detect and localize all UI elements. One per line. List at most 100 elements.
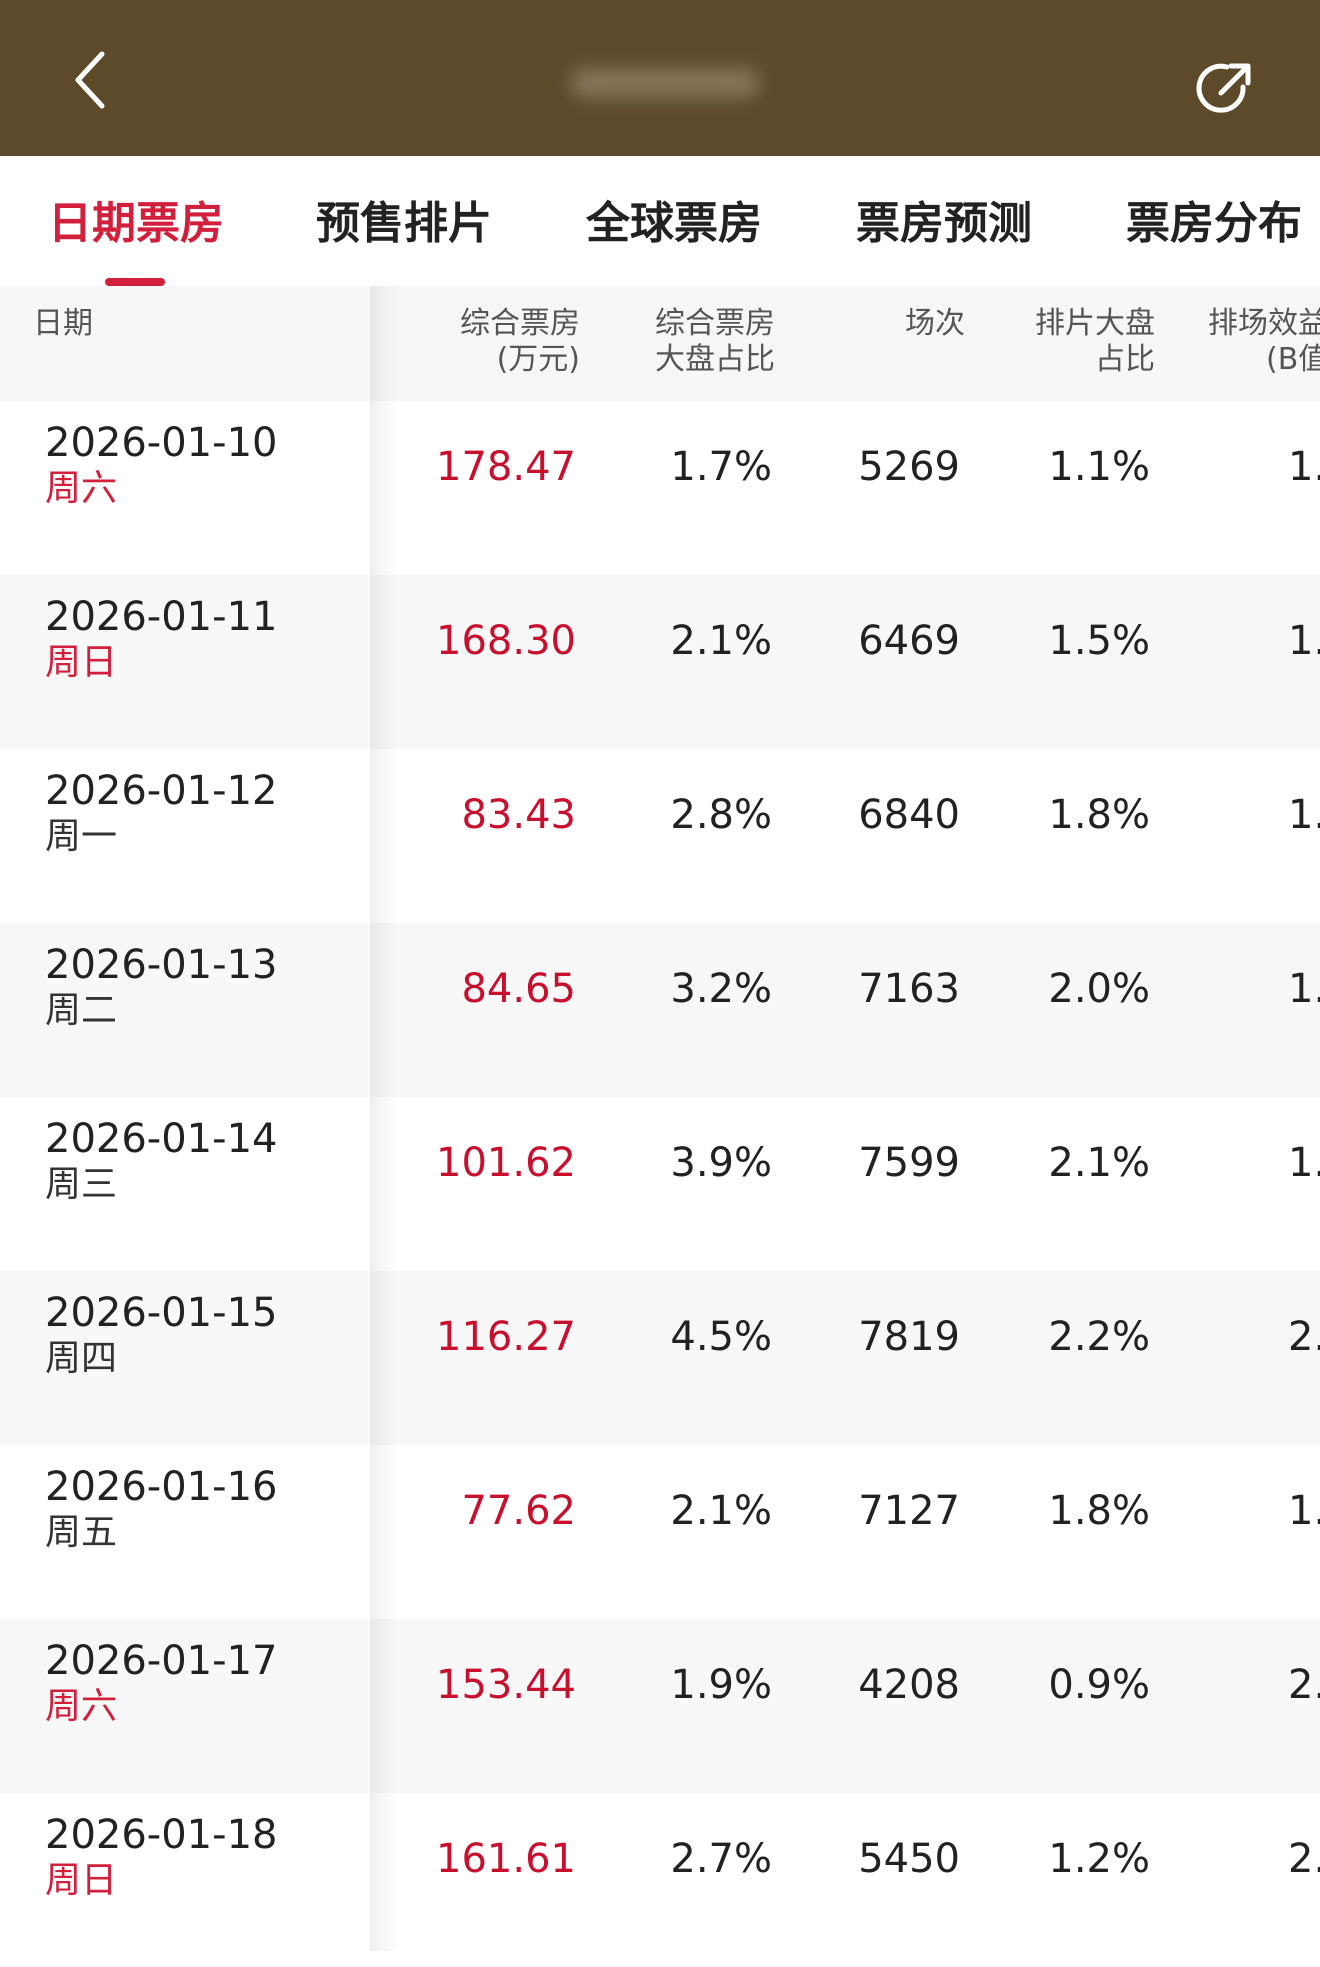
row-date: 2026-01-14 (45, 1116, 278, 1162)
table-header: 日期 综合票房 (万元) 综合票房 大盘占比 场次 排片大盘 占比 排场效益 (… (0, 286, 1320, 401)
row-share: 3.9% (670, 1140, 772, 1186)
row-screening-share: 2.2% (1048, 1314, 1150, 1360)
row-date: 2026-01-10 (45, 420, 278, 466)
row-box-office: 168.30 (436, 618, 576, 664)
tab-presale-schedule[interactable]: 预售排片 (316, 198, 492, 249)
row-efficiency: 1.1 (1288, 1488, 1320, 1534)
header-efficiency-line1: 排场效益 (1208, 306, 1320, 341)
row-screening-share: 1.5% (1048, 618, 1150, 664)
row-box-office: 84.65 (461, 966, 576, 1012)
row-weekday: 周二 (45, 990, 118, 1031)
row-date: 2026-01-18 (45, 1812, 278, 1858)
row-screenings: 7599 (858, 1140, 960, 1186)
row-date: 2026-01-13 (45, 942, 278, 988)
row-screenings: 7819 (858, 1314, 960, 1360)
row-box-office: 161.61 (436, 1836, 576, 1882)
row-weekday: 周六 (45, 1686, 118, 1727)
row-box-office: 116.27 (436, 1314, 576, 1360)
tab-box-office-forecast[interactable]: 票房预测 (856, 198, 1032, 249)
row-share: 1.9% (670, 1662, 772, 1708)
header-share[interactable]: 综合票房 大盘占比 (630, 306, 775, 378)
header-box-office[interactable]: 综合票房 (万元) (440, 306, 580, 378)
row-share: 2.1% (670, 618, 772, 664)
row-date: 2026-01-17 (45, 1638, 278, 1684)
header-efficiency-line2: (B值 (1266, 342, 1320, 377)
share-button[interactable] (1190, 54, 1260, 124)
table-row[interactable]: 2026-01-15 周四 116.27 4.5% 7819 2.2% 2.0 (0, 1271, 1320, 1445)
row-weekday: 周日 (45, 1860, 118, 1901)
row-screening-share: 1.2% (1048, 1836, 1150, 1882)
row-screenings: 7127 (858, 1488, 960, 1534)
row-screening-share: 1.8% (1048, 1488, 1150, 1534)
row-efficiency: 1.8 (1288, 1140, 1320, 1186)
header-screening-share[interactable]: 排片大盘 占比 (1005, 306, 1155, 378)
row-share: 1.7% (670, 444, 772, 490)
row-weekday: 周四 (45, 1338, 118, 1379)
row-efficiency: 1.4 (1288, 618, 1320, 664)
table-row[interactable]: 2026-01-10 周六 178.47 1.7% 5269 1.1% 1.5 (0, 401, 1320, 575)
row-efficiency: 2.0 (1288, 1662, 1320, 1708)
row-date: 2026-01-15 (45, 1290, 278, 1336)
row-screenings: 6840 (858, 792, 960, 838)
row-weekday: 周日 (45, 642, 118, 683)
row-screenings: 4208 (858, 1662, 960, 1708)
row-date: 2026-01-12 (45, 768, 278, 814)
row-box-office: 77.62 (461, 1488, 576, 1534)
table-row[interactable]: 2026-01-17 周六 153.44 1.9% 4208 0.9% 2.0 (0, 1619, 1320, 1793)
row-date: 2026-01-11 (45, 594, 278, 640)
row-screenings: 7163 (858, 966, 960, 1012)
row-screenings: 5269 (858, 444, 960, 490)
header-share-line1: 综合票房 (655, 306, 775, 341)
row-share: 3.2% (670, 966, 772, 1012)
row-share: 2.8% (670, 792, 772, 838)
row-box-office: 153.44 (436, 1662, 576, 1708)
row-efficiency: 1.5 (1288, 792, 1320, 838)
page-title-redacted (570, 68, 760, 98)
row-weekday: 周三 (45, 1164, 118, 1205)
tab-global-box-office[interactable]: 全球票房 (586, 198, 762, 249)
row-efficiency: 1.6 (1288, 966, 1320, 1012)
header-date[interactable]: 日期 (33, 306, 93, 341)
row-box-office: 83.43 (461, 792, 576, 838)
header-share-line2: 大盘占比 (655, 342, 775, 377)
row-box-office: 101.62 (436, 1140, 576, 1186)
row-screening-share: 2.1% (1048, 1140, 1150, 1186)
tab-bar: 日期票房 预售排片 全球票房 票房预测 票房分布 (0, 156, 1320, 286)
share-icon (1196, 63, 1251, 113)
row-share: 2.1% (670, 1488, 772, 1534)
row-efficiency: 2.0 (1288, 1314, 1320, 1360)
chevron-left-icon (75, 51, 105, 109)
header-box-office-line2: (万元) (496, 342, 580, 377)
tab-box-office-distribution[interactable]: 票房分布 (1126, 198, 1302, 249)
active-tab-indicator (105, 278, 165, 286)
row-weekday: 周五 (45, 1512, 118, 1553)
row-date: 2026-01-16 (45, 1464, 278, 1510)
header-screening-share-line1: 排片大盘 (1035, 306, 1155, 341)
table-row[interactable]: 2026-01-12 周一 83.43 2.8% 6840 1.8% 1.5 (0, 749, 1320, 923)
header-screening-share-line2: 占比 (1095, 342, 1155, 377)
header-box-office-line1: 综合票房 (460, 306, 580, 341)
back-button[interactable] (58, 48, 122, 112)
table-row[interactable]: 2026-01-11 周日 168.30 2.1% 6469 1.5% 1.4 (0, 575, 1320, 749)
tab-daily-box-office[interactable]: 日期票房 (48, 198, 224, 249)
table-row[interactable]: 2026-01-16 周五 77.62 2.1% 7127 1.8% 1.1 (0, 1445, 1320, 1619)
row-screening-share: 1.1% (1048, 444, 1150, 490)
row-screening-share: 2.0% (1048, 966, 1150, 1012)
header-efficiency[interactable]: 排场效益 (B值 (1208, 306, 1320, 378)
row-screenings: 6469 (858, 618, 960, 664)
table-row[interactable]: 2026-01-13 周二 84.65 3.2% 7163 2.0% 1.6 (0, 923, 1320, 1097)
row-weekday: 周一 (45, 816, 118, 857)
row-screening-share: 1.8% (1048, 792, 1150, 838)
row-box-office: 178.47 (436, 444, 576, 490)
row-efficiency: 2.2 (1288, 1836, 1320, 1882)
table-row[interactable]: 2026-01-18 周日 161.61 2.7% 5450 1.2% 2.2 (0, 1793, 1320, 1967)
header-screenings[interactable]: 场次 (905, 306, 965, 341)
row-share: 2.7% (670, 1836, 772, 1882)
row-efficiency: 1.5 (1288, 444, 1320, 490)
table-body: 2026-01-10 周六 178.47 1.7% 5269 1.1% 1.5 … (0, 401, 1320, 1967)
table-row[interactable]: 2026-01-14 周三 101.62 3.9% 7599 2.1% 1.8 (0, 1097, 1320, 1271)
row-share: 4.5% (670, 1314, 772, 1360)
row-screenings: 5450 (858, 1836, 960, 1882)
top-bar (0, 0, 1320, 156)
row-screening-share: 0.9% (1048, 1662, 1150, 1708)
